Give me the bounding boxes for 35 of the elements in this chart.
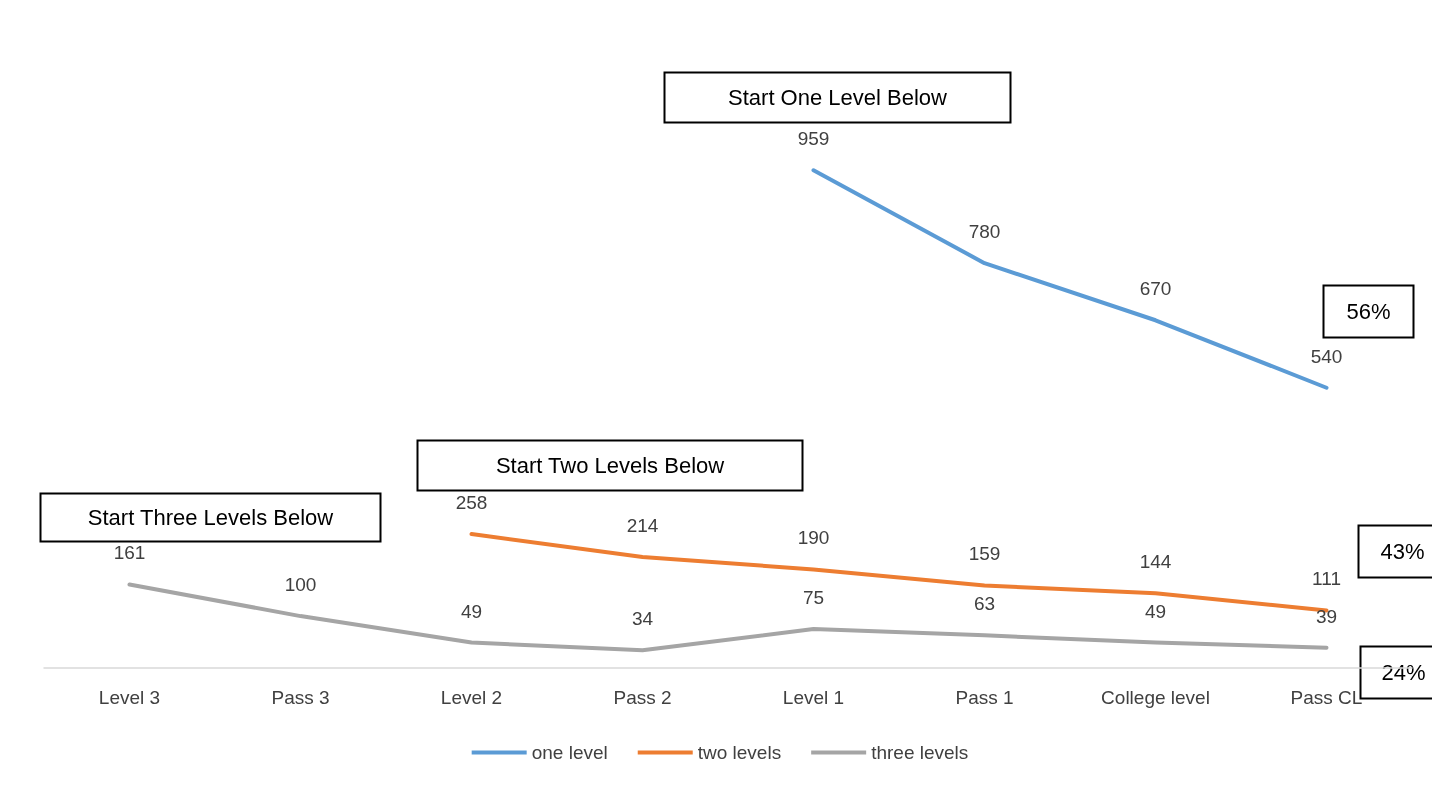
data-label: 111 [1312,568,1341,590]
legend-label: three levels [871,742,969,763]
data-label: 49 [460,600,483,622]
data-label: 39 [1315,605,1338,627]
data-label: 34 [631,608,654,630]
data-label: 780 [968,221,1001,243]
x-tick-label: College level [1101,687,1210,708]
x-tick-label: Pass CL [1290,687,1363,708]
data-label: 144 [1139,551,1172,573]
annotation: 56% [1346,299,1391,324]
x-tick-label: Level 1 [782,687,845,708]
data-label: 959 [797,128,830,150]
x-tick-label: Level 2 [440,687,503,708]
text: Start One Level Below [728,85,948,110]
x-tick-label: Pass 2 [613,687,672,708]
data-label: 100 [284,574,317,596]
data-label: 49 [1144,600,1167,622]
annotation: Start Three Levels Below [87,505,334,530]
data-label: 159 [968,543,1001,565]
text: 24% [1381,660,1426,685]
data-label: 161 [113,542,146,564]
annotation: 43% [1380,539,1425,564]
data-label: 75 [802,587,825,609]
annotation: Start Two Levels Below [495,453,725,478]
data-label: 540 [1310,345,1343,367]
x-tick-label: Pass 1 [955,687,1014,708]
data-label: 258 [455,492,488,514]
data-label: 190 [797,527,830,549]
data-label: 670 [1139,278,1172,300]
legend-label: one level [531,742,608,763]
data-label: 63 [973,593,996,615]
data-label: 214 [626,514,659,536]
legend-label: two levels [697,742,782,763]
x-tick-label: Level 3 [98,687,161,708]
x-tick-label: Pass 3 [271,687,330,708]
